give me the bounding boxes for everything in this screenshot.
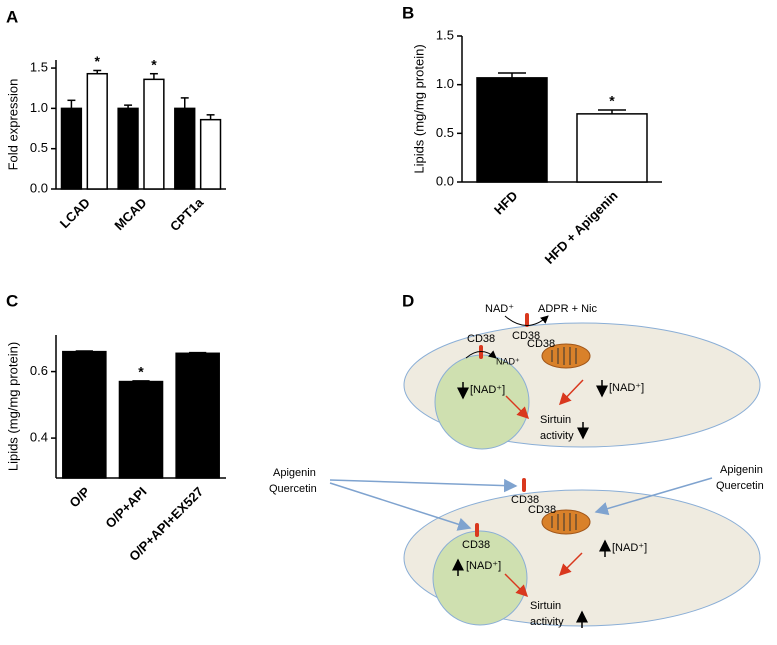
label: CD38 <box>462 539 490 551</box>
arrow <box>558 552 583 577</box>
x-tick-label: MCAD <box>111 195 149 233</box>
nucleus <box>432 530 528 626</box>
x-tick-label: LCAD <box>57 195 93 231</box>
x-tick-label: HFD + Apigenin <box>542 188 621 267</box>
label: ADPR + Nic <box>538 303 597 315</box>
label: [NAD⁺] <box>612 542 647 554</box>
label: CD38 <box>511 494 539 506</box>
inhibit-arrow <box>329 482 472 531</box>
y-tick-label: 0.0 <box>30 180 48 195</box>
bar <box>117 107 139 190</box>
x-tick-label: HFD <box>491 188 520 217</box>
label: Quercetin <box>716 480 764 492</box>
cd38-receptor <box>522 478 526 492</box>
y-tick-label: 1.5 <box>436 27 454 42</box>
y-axis-label: Lipids (mg/mg protein) <box>411 44 426 173</box>
y-tick-label: 1.0 <box>30 100 48 115</box>
inhibit-arrow <box>594 477 713 516</box>
panel-letter: D <box>402 291 414 310</box>
x-tick-label: CPT1a <box>167 194 207 234</box>
panel-letter: C <box>6 291 18 310</box>
label: Sirtuin <box>540 414 571 426</box>
significance-mark: * <box>95 53 101 69</box>
y-tick-label: 0.4 <box>30 430 48 445</box>
label: [NAD⁺] <box>609 382 644 394</box>
y-tick-label: 0.6 <box>30 363 48 378</box>
y-axis-label: Lipids (mg/mg protein) <box>5 342 20 471</box>
y-tick-label: 0.0 <box>436 173 454 188</box>
label: NAD⁺ <box>485 303 514 315</box>
bar <box>62 350 107 479</box>
bar <box>576 113 648 183</box>
y-tick-label: 1.5 <box>30 60 48 75</box>
label: [NAD⁺] <box>466 560 501 572</box>
label: Apigenin <box>720 464 763 476</box>
bar <box>60 107 83 190</box>
x-tick-label: O/P+API <box>102 484 149 531</box>
label: Apigenin <box>273 467 316 479</box>
label: CD38 <box>527 338 555 350</box>
label: CD38 <box>528 504 556 516</box>
y-axis-label: Fold expression <box>5 79 20 171</box>
arrow <box>504 573 529 598</box>
bar <box>143 78 165 190</box>
nucleus <box>434 354 530 450</box>
mitochondrion <box>541 343 591 369</box>
cristae <box>551 513 577 531</box>
significance-mark: * <box>138 364 144 380</box>
arrow <box>505 395 530 420</box>
label: NAD⁺ <box>496 356 520 366</box>
bar <box>86 72 108 190</box>
x-tick-label: O/P <box>66 484 93 511</box>
inhibit-arrow <box>329 478 518 493</box>
y-tick-label: 0.5 <box>436 125 454 140</box>
bar <box>199 118 222 190</box>
arrow <box>558 379 584 406</box>
significance-mark: * <box>151 56 157 72</box>
reaction-arrow <box>504 315 549 326</box>
label: CD38 <box>512 330 540 342</box>
panel-letter: A <box>6 7 18 26</box>
label: Sirtuin <box>530 600 561 612</box>
diagram: D NAD⁺ ADPR + Nic CD38 CD38 NAD⁺ [NAD⁺] … <box>269 291 764 628</box>
y-tick-label: 1.0 <box>436 76 454 91</box>
label: Quercetin <box>269 483 317 495</box>
label: activity <box>530 616 564 628</box>
label: [NAD⁺] <box>470 384 505 396</box>
reaction-arrow <box>465 350 497 359</box>
bar <box>175 352 220 479</box>
bar <box>118 380 164 479</box>
panel-letter: B <box>402 3 414 22</box>
bar <box>174 107 196 190</box>
y-tick-label: 0.5 <box>30 140 48 155</box>
cd38-receptor <box>525 313 529 327</box>
label: activity <box>540 430 574 442</box>
significance-mark: * <box>609 93 615 109</box>
mitochondrion <box>541 509 591 535</box>
label: CD38 <box>467 333 495 345</box>
bar <box>476 77 548 183</box>
cd38-receptor <box>475 523 479 537</box>
cristae <box>551 347 577 365</box>
